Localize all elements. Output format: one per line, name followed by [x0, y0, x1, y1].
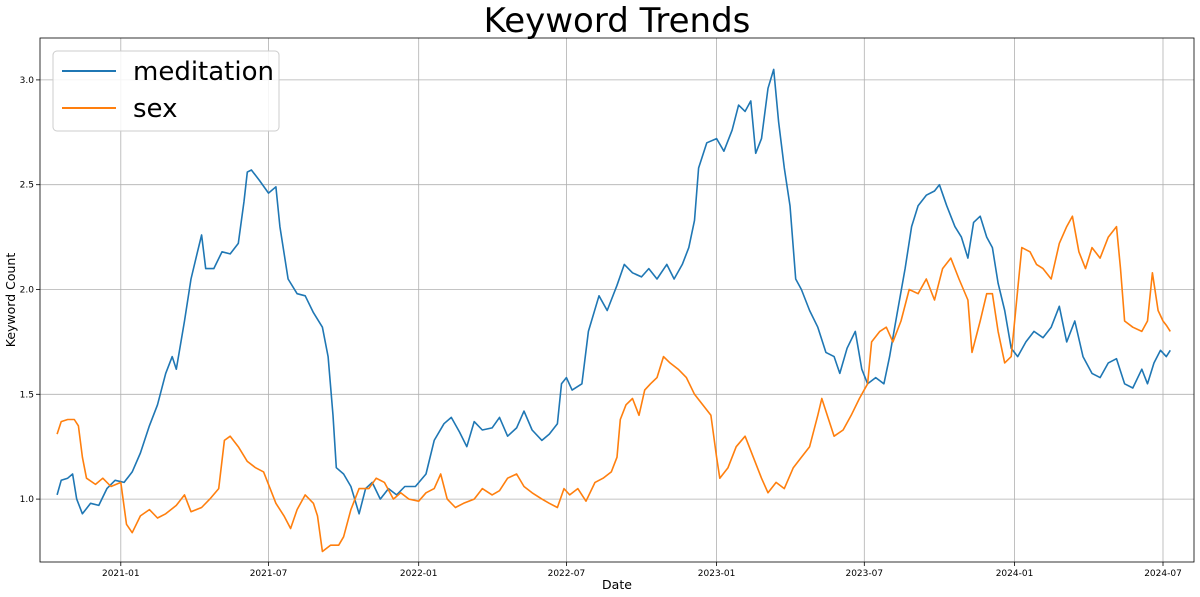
legend: meditation sex: [52, 50, 280, 132]
chart-title: Keyword Trends: [484, 1, 751, 41]
x-axis-ticks: 2021-01 2021-07 2022-01 2022-07 2023-01 2023-…: [102, 562, 1182, 579]
grid-lines: [40, 38, 1194, 562]
x-tick-label: 2022-07: [548, 569, 586, 579]
series-line-meditation: [56, 68, 1171, 515]
series-line-sex: [56, 215, 1171, 553]
x-tick-label: 2023-07: [845, 569, 883, 579]
x-tick-label: 2023-01: [698, 569, 736, 579]
y-axis-ticks: 1.0 1.5 2.0 2.5 3.0: [20, 76, 40, 505]
legend-label-meditation: meditation: [133, 57, 274, 87]
x-tick-label: 2024-01: [996, 569, 1034, 579]
y-axis-label: Keyword Count: [3, 253, 18, 348]
y-tick-label: 2.0: [20, 286, 35, 296]
legend-label-sex: sex: [133, 94, 177, 124]
y-tick-label: 2.5: [20, 181, 34, 191]
plot-frame: [39, 37, 1195, 563]
y-tick-label: 1.5: [20, 390, 34, 400]
x-tick-label: 2022-01: [400, 569, 438, 579]
y-tick-label: 3.0: [20, 76, 35, 86]
x-axis-label: Date: [602, 577, 632, 592]
y-tick-label: 1.0: [20, 495, 35, 505]
x-tick-label: 2024-07: [1144, 569, 1182, 579]
x-tick-label: 2021-01: [102, 569, 140, 579]
series-lines: [56, 68, 1171, 553]
x-tick-label: 2021-07: [250, 569, 288, 579]
